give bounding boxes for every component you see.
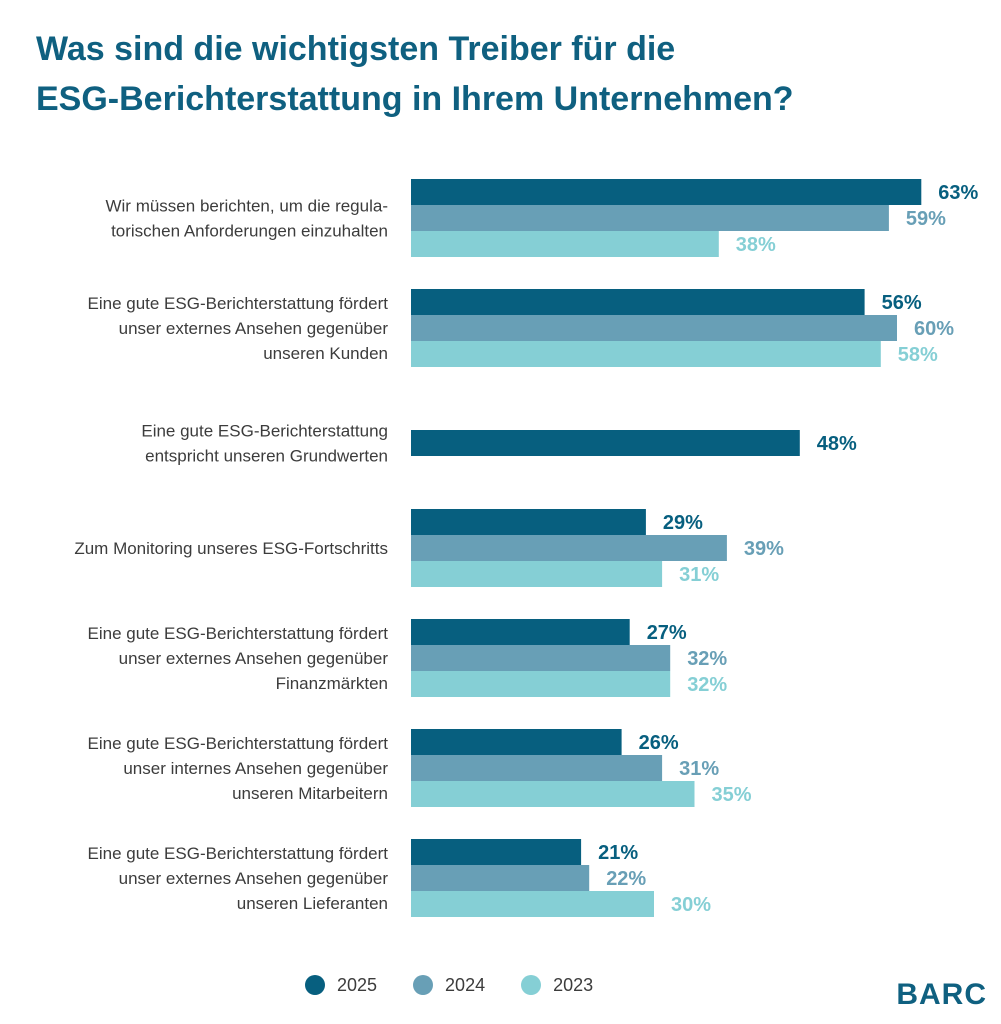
- category-label-line: Eine gute ESG-Berichterstattung fördert: [88, 624, 389, 643]
- value-label-2024: 22%: [606, 868, 646, 890]
- category-label-line: unseren Lieferanten: [237, 894, 388, 913]
- category-label: Eine gute ESG-Berichterstattung fördert u…: [88, 294, 389, 363]
- category-label: Eine gute ESG-Berichterstattung fördert u…: [88, 844, 389, 913]
- legend: 2025 2024 2023: [305, 972, 629, 998]
- bar-2024: [411, 645, 671, 671]
- legend-item-2024: 2024: [413, 975, 485, 996]
- category-label-line: torischen Anforderungen einzuhalten: [111, 222, 388, 241]
- category-label-line: Eine gute ESG-Berichterstattung: [141, 422, 388, 441]
- value-label-2025: 26%: [639, 732, 679, 754]
- category-label-line: Eine gute ESG-Berichterstattung fördert: [88, 844, 389, 863]
- category-label-line: Finanzmärkten: [276, 674, 388, 693]
- category-label-line: entspricht unseren Grundwerten: [145, 447, 388, 466]
- value-label-2023: 32%: [687, 674, 727, 696]
- category-label: Zum Monitoring unseres ESG-Fortschritts: [74, 539, 388, 558]
- value-label-2023: 31%: [679, 564, 719, 586]
- value-label-2025: 56%: [882, 292, 922, 314]
- value-label-2025: 29%: [663, 512, 703, 534]
- legend-label-2025: 2025: [337, 974, 378, 995]
- category-label-line: Wir müssen berichten, um die regula-: [105, 197, 388, 216]
- value-label-2023: 38%: [736, 234, 776, 256]
- bar-2024: [411, 535, 727, 561]
- bar-2023: [411, 891, 654, 917]
- legend-label-2023: 2023: [553, 974, 594, 995]
- category-label-line: Eine gute ESG-Berichterstattung fördert: [88, 734, 389, 753]
- category-label: Eine gute ESG-Berichterstattung fördert u…: [88, 624, 389, 693]
- category-label: Eine gute ESG-Berichterstattung entsprich…: [141, 422, 388, 466]
- category-label-line: unser externes Ansehen gegenüber: [119, 649, 389, 668]
- bar-2023: [411, 341, 881, 367]
- chart-title: Was sind die wichtigsten Treiber für die…: [36, 24, 976, 124]
- value-label-2023: 30%: [671, 894, 711, 916]
- bar-2025: [411, 179, 922, 205]
- value-label-2025: 63%: [938, 182, 978, 204]
- legend-swatch-2023: [521, 975, 542, 995]
- category-label-line: unseren Kunden: [263, 344, 388, 363]
- bar-chart: Wir müssen berichten, um die regula-tori…: [74, 179, 979, 917]
- bar-2024: [411, 205, 889, 231]
- legend-item-2025: 2025: [305, 975, 377, 996]
- bar-2023: [411, 561, 663, 587]
- chart-title-line-2: ESG-Berichterstattung in Ihrem Unternehm…: [36, 80, 794, 118]
- category-label-line: Zum Monitoring unseres ESG-Fortschritts: [74, 539, 388, 558]
- bar-2025: [411, 839, 582, 865]
- category-label-line: unser externes Ansehen gegenüber: [119, 869, 389, 888]
- category-label-line: Eine gute ESG-Berichterstattung fördert: [88, 294, 389, 313]
- value-label-2024: 31%: [679, 758, 719, 780]
- bar-2025: [411, 729, 622, 755]
- bar-2025: [411, 509, 646, 535]
- barc-logo: BARC: [896, 978, 987, 1011]
- value-label-2024: 59%: [906, 208, 946, 230]
- value-label-2024: 39%: [744, 538, 784, 560]
- value-label-2025: 27%: [647, 622, 687, 644]
- value-label-2024: 32%: [687, 648, 727, 670]
- legend-label-2024: 2024: [445, 974, 486, 995]
- bar-2024: [411, 755, 663, 781]
- bar-2024: [411, 865, 590, 891]
- chart-title-line-1: Was sind die wichtigsten Treiber für die: [36, 30, 676, 68]
- value-label-2025: 21%: [598, 842, 638, 864]
- bar-2024: [411, 315, 897, 341]
- value-label-2024: 60%: [914, 318, 954, 340]
- category-label: Wir müssen berichten, um die regula-tori…: [105, 197, 388, 241]
- bar-2023: [411, 231, 719, 257]
- legend-item-2023: 2023: [521, 975, 593, 996]
- category-label-line: unseren Mitarbeitern: [232, 784, 388, 803]
- value-label-2025: 48%: [817, 433, 857, 455]
- bar-2025: [411, 430, 800, 456]
- legend-swatch-2025: [305, 975, 325, 995]
- category-label-line: unser internes Ansehen gegenüber: [123, 759, 388, 778]
- value-label-2023: 35%: [712, 784, 752, 806]
- value-label-2023: 58%: [898, 344, 938, 366]
- bar-2025: [411, 289, 865, 315]
- category-label-line: unser externes Ansehen gegenüber: [119, 319, 389, 338]
- bar-2025: [411, 619, 630, 645]
- category-label: Eine gute ESG-Berichterstattung fördert u…: [88, 734, 389, 803]
- bar-2023: [411, 781, 695, 807]
- legend-swatch-2024: [413, 975, 434, 995]
- bar-2023: [411, 671, 671, 697]
